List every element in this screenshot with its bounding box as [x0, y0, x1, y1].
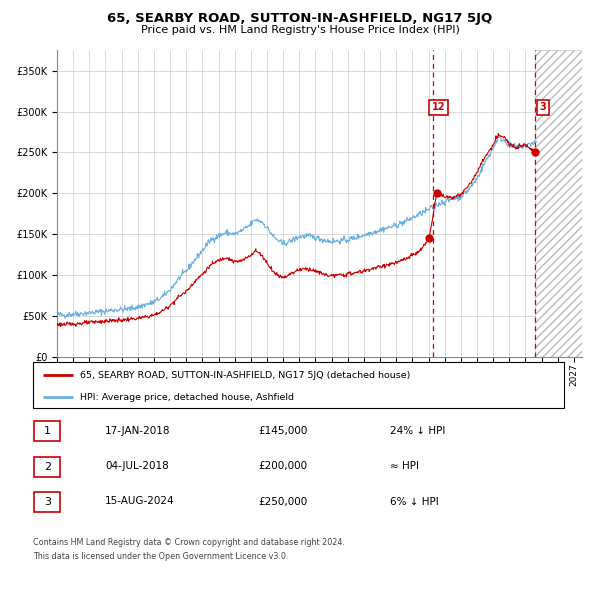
- Text: Price paid vs. HM Land Registry's House Price Index (HPI): Price paid vs. HM Land Registry's House …: [140, 25, 460, 35]
- Text: HPI: Average price, detached house, Ashfield: HPI: Average price, detached house, Ashf…: [80, 393, 294, 402]
- Text: 65, SEARBY ROAD, SUTTON-IN-ASHFIELD, NG17 5JQ: 65, SEARBY ROAD, SUTTON-IN-ASHFIELD, NG1…: [107, 12, 493, 25]
- Text: 04-JUL-2018: 04-JUL-2018: [105, 461, 169, 471]
- Text: 3: 3: [44, 497, 51, 507]
- Text: 1: 1: [44, 427, 51, 436]
- Text: 15-AUG-2024: 15-AUG-2024: [105, 497, 175, 506]
- Text: 65, SEARBY ROAD, SUTTON-IN-ASHFIELD, NG17 5JQ (detached house): 65, SEARBY ROAD, SUTTON-IN-ASHFIELD, NG1…: [80, 371, 410, 379]
- Text: 24% ↓ HPI: 24% ↓ HPI: [390, 426, 445, 435]
- Text: 12: 12: [431, 103, 445, 113]
- Text: £145,000: £145,000: [258, 426, 307, 435]
- Text: Contains HM Land Registry data © Crown copyright and database right 2024.: Contains HM Land Registry data © Crown c…: [33, 538, 345, 547]
- Text: 6% ↓ HPI: 6% ↓ HPI: [390, 497, 439, 506]
- Text: 2: 2: [44, 462, 51, 471]
- Text: This data is licensed under the Open Government Licence v3.0.: This data is licensed under the Open Gov…: [33, 552, 289, 560]
- Text: £250,000: £250,000: [258, 497, 307, 506]
- Text: ≈ HPI: ≈ HPI: [390, 461, 419, 471]
- Text: 17-JAN-2018: 17-JAN-2018: [105, 426, 170, 435]
- Text: £200,000: £200,000: [258, 461, 307, 471]
- Text: 3: 3: [540, 103, 547, 113]
